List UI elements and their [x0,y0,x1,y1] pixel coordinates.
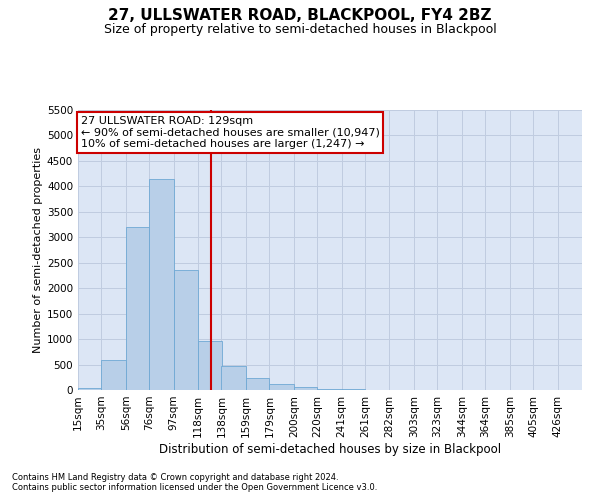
Bar [101,360,126,390]
Bar [149,178,173,390]
Bar [126,227,149,390]
Text: 27 ULLSWATER ROAD: 129sqm
← 90% of semi-detached houses are smaller (10,947)
10%: 27 ULLSWATER ROAD: 129sqm ← 90% of semi-… [80,116,379,149]
Bar [317,389,341,390]
Text: 27, ULLSWATER ROAD, BLACKPOOL, FY4 2BZ: 27, ULLSWATER ROAD, BLACKPOOL, FY4 2BZ [108,8,492,22]
Text: Distribution of semi-detached houses by size in Blackpool: Distribution of semi-detached houses by … [159,442,501,456]
Bar [221,366,246,390]
Bar [246,378,269,390]
Text: Contains public sector information licensed under the Open Government Licence v3: Contains public sector information licen… [12,484,377,492]
Text: Contains HM Land Registry data © Crown copyright and database right 2024.: Contains HM Land Registry data © Crown c… [12,472,338,482]
Bar [198,340,221,390]
Bar [78,388,101,390]
Text: Size of property relative to semi-detached houses in Blackpool: Size of property relative to semi-detach… [104,22,496,36]
Bar [269,384,294,390]
Y-axis label: Number of semi-detached properties: Number of semi-detached properties [33,147,43,353]
Bar [173,270,198,390]
Bar [294,387,317,390]
